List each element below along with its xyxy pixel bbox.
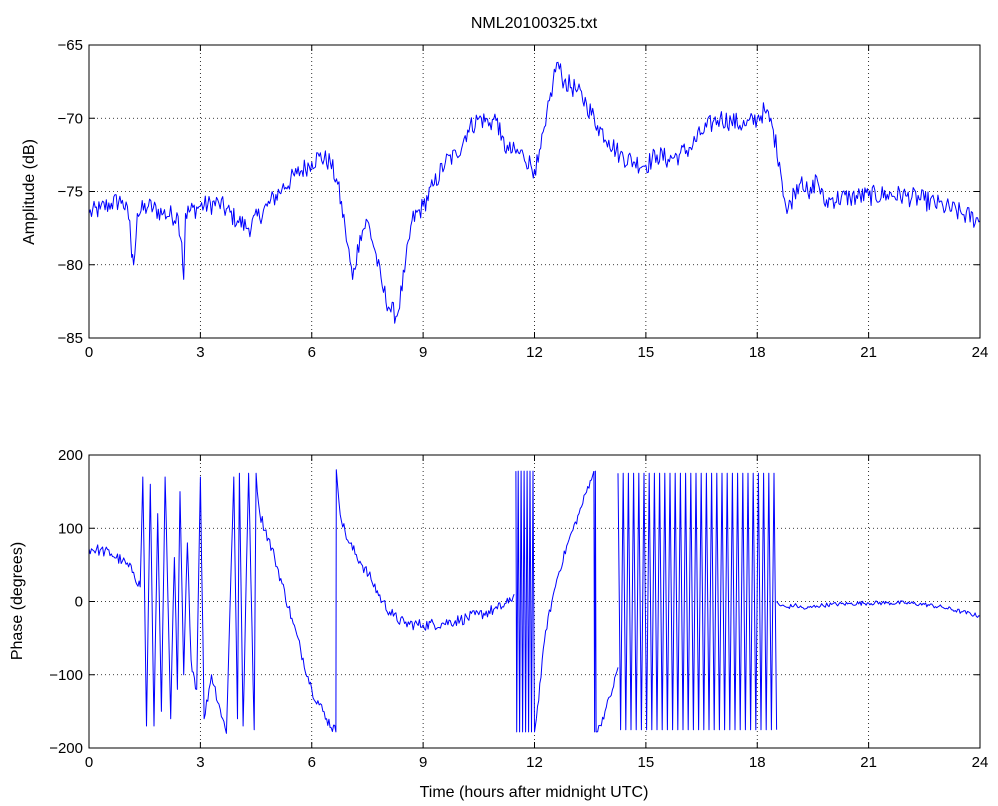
amplitude-x-tick-label: 21 [860,344,877,361]
phase-series-line-0 [88,469,515,734]
phase-series-line-6 [776,600,981,618]
phase-x-tick-label: 6 [308,754,316,771]
phase-series-line-1 [515,470,537,733]
amplitude-x-tick-label: 15 [638,344,655,361]
phase-x-tick-label: 24 [972,754,989,771]
amplitude-y-axis-label: Amplitude (dB) [21,139,38,245]
amplitude-x-tick-label: 24 [972,344,989,361]
phase-y-tick-label: −100 [49,667,83,684]
phase-x-tick-label: 3 [196,754,204,771]
phase-y-tick-label: 200 [58,447,83,464]
phase-x-tick-label: 15 [638,754,655,771]
amplitude-axes: 0 3 6 9 12 15 18 21 24 −85 −80 −75 −70 −65 [58,37,989,361]
phase-x-tick-label: 9 [419,754,427,771]
phase-y-axis-label: Phase (degrees) [9,542,26,660]
phase-series-line-4 [597,667,619,732]
amplitude-x-tick-label: 0 [85,344,93,361]
phase-y-tick-label: 0 [75,594,83,611]
phase-axes: 0 3 6 9 12 15 18 21 24 −200 −100 0 100 200 [49,447,988,771]
amplitude-y-tick-label: −80 [58,257,83,274]
time-x-axis-label: Time (hours after midnight UTC) [420,784,649,801]
amplitude-y-tick-label: −70 [58,110,83,127]
phase-series-line-5 [617,472,778,731]
phase-x-tick-label: 18 [749,754,766,771]
amplitude-y-tick-label: −65 [58,37,83,54]
phase-x-tick-label: 0 [85,754,93,771]
phase-y-tick-label: −200 [49,740,83,757]
amplitude-x-tick-label: 12 [526,344,543,361]
amplitude-x-tick-label: 6 [308,344,316,361]
amplitude-x-tick-label: 18 [749,344,766,361]
phase-x-tick-label: 12 [526,754,543,771]
amplitude-x-tick-label: 9 [419,344,427,361]
amplitude-series-line-0 [88,61,981,324]
amplitude-y-tick-label: −75 [58,184,83,201]
amplitude-y-tick-label: −85 [58,330,83,347]
phase-x-tick-label: 21 [860,754,877,771]
chart-title: NML20100325.txt [471,15,598,32]
phase-y-tick-label: 100 [58,520,83,537]
phase-series-line-2 [535,470,595,719]
amplitude-x-tick-label: 3 [196,344,204,361]
phase-series-line-3 [593,470,598,733]
